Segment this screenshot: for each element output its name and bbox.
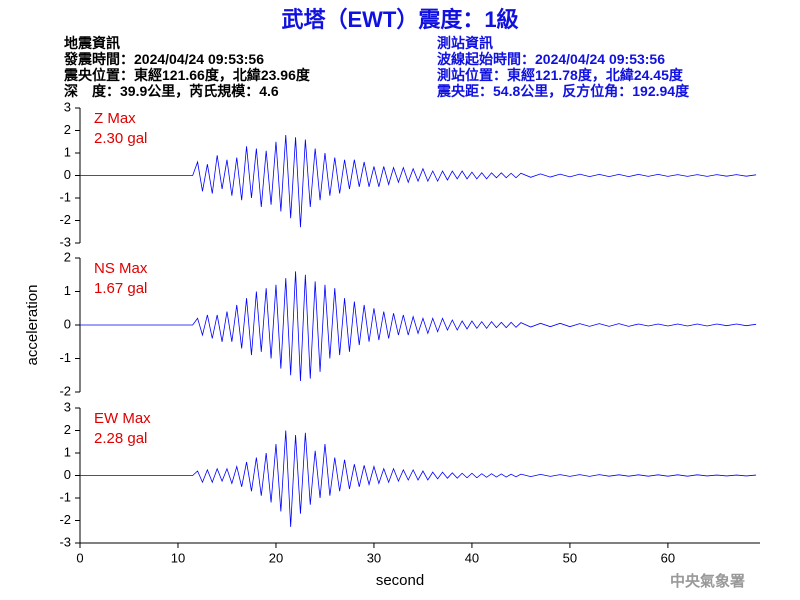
x-tick-label: 30	[367, 550, 381, 565]
max-annotation: NS Max	[94, 260, 148, 277]
y-tick-label: -1	[59, 489, 71, 504]
y-tick-label: -2	[59, 512, 71, 527]
y-tick-label: 1	[64, 444, 71, 459]
max-annotation: 1.67 gal	[94, 280, 147, 297]
x-axis-label: second	[376, 572, 424, 589]
info-line: 地震資訊	[64, 35, 120, 51]
y-tick-label: 0	[64, 316, 71, 331]
max-annotation: Z Max	[94, 110, 136, 127]
y-tick-label: 2	[64, 422, 71, 437]
y-tick-label: 3	[64, 99, 71, 114]
station-line: 震央距：54.8公里，反方位角：192.94度	[436, 83, 690, 99]
x-tick-label: 50	[563, 550, 577, 565]
station-line: 測站資訊	[437, 35, 493, 51]
station-line: 波線起始時間：2024/04/24 09:53:56	[437, 51, 665, 67]
x-tick-label: 60	[661, 550, 675, 565]
y-tick-label: 2	[64, 249, 71, 264]
page-title: 武塔（EWT）震度：1級	[281, 7, 518, 32]
y-tick-label: 1	[64, 283, 71, 298]
y-tick-label: -3	[59, 534, 71, 549]
y-tick-label: -2	[59, 383, 71, 398]
y-tick-label: 2	[64, 122, 71, 137]
info-line: 深 度：39.9公里，芮氏規模：4.6	[64, 83, 279, 99]
x-tick-label: 20	[269, 550, 283, 565]
y-tick-label: 0	[64, 467, 71, 482]
y-tick-label: 0	[64, 167, 71, 182]
waveform	[80, 271, 757, 381]
y-tick-label: -1	[59, 350, 71, 365]
y-tick-label: 3	[64, 399, 71, 414]
footer-credit: 中央氣象署	[670, 572, 745, 590]
waveform	[80, 134, 757, 228]
y-tick-label: -2	[59, 212, 71, 227]
y-tick-label: -3	[59, 234, 71, 249]
max-annotation: EW Max	[94, 410, 151, 427]
station-line: 測站位置：東經121.78度，北緯24.45度	[437, 67, 684, 83]
y-axis-label: acceleration	[24, 285, 41, 366]
x-tick-label: 0	[76, 550, 83, 565]
y-tick-label: -1	[59, 189, 71, 204]
x-tick-label: 10	[171, 550, 185, 565]
y-tick-label: 1	[64, 144, 71, 159]
info-line: 震央位置：東經121.66度，北緯23.96度	[63, 67, 311, 83]
max-annotation: 2.28 gal	[94, 430, 147, 447]
waveform	[80, 430, 757, 527]
x-tick-label: 40	[465, 550, 479, 565]
info-line: 發震時間：2024/04/24 09:53:56	[63, 51, 264, 67]
max-annotation: 2.30 gal	[94, 130, 147, 147]
